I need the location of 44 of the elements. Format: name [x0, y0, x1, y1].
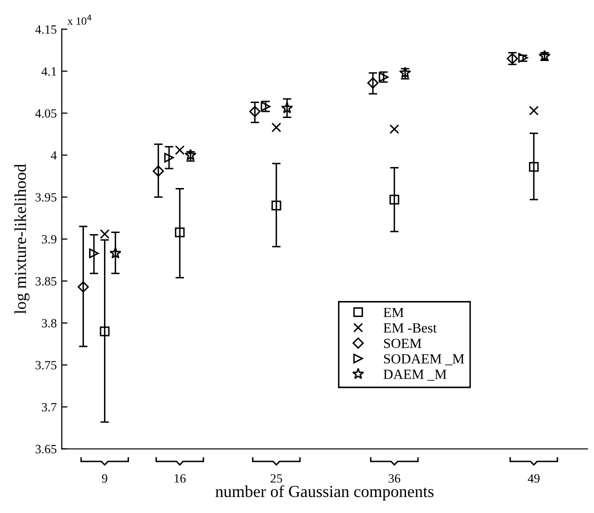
x-tick-label: 16	[174, 474, 186, 483]
x-tick-label: 49	[528, 474, 540, 483]
y-tick-label: 4	[50, 151, 57, 160]
point	[538, 50, 551, 62]
x-axis-title: number of Gaussian components	[216, 485, 434, 500]
point	[281, 102, 294, 114]
legend-label: DAEM _M	[384, 370, 446, 381]
text: x 10$^{4}$	[67, 14, 92, 25]
point	[78, 281, 89, 292]
point	[109, 247, 122, 259]
y-tick-label: 4.05	[35, 109, 56, 118]
point	[174, 227, 185, 238]
point	[249, 106, 260, 118]
y-tick-label: 3.65	[36, 444, 56, 454]
legend-label: EM -Best	[384, 323, 437, 333]
y-tick-label: 3.85	[36, 277, 56, 286]
point	[184, 148, 196, 160]
y-tick-label: 4.1	[42, 67, 56, 76]
point	[528, 106, 539, 116]
y-tick-label: 3.95	[36, 193, 56, 202]
point	[528, 162, 539, 172]
point	[271, 200, 282, 210]
point	[100, 326, 110, 336]
point	[367, 77, 379, 89]
x-tick-label: 25	[270, 474, 282, 483]
x-tick-label: 9	[102, 474, 108, 483]
y-tick-label: 3.75	[36, 361, 56, 370]
y-axis-title: log mixture-likelihood	[14, 164, 30, 314]
legend-label: EM	[384, 308, 404, 318]
legend-label: SODAEM _M	[384, 354, 464, 366]
legend-label: SOEM	[384, 338, 422, 348]
point	[389, 194, 400, 204]
point	[174, 145, 185, 155]
point	[152, 165, 164, 177]
point	[164, 152, 174, 163]
y-tick-label: 3.7	[42, 402, 57, 412]
point	[389, 124, 400, 134]
y-tick-label: 4.15	[35, 25, 56, 34]
y-tick-label: 3.9	[42, 235, 56, 244]
x-tick-label: 36	[388, 474, 400, 483]
point	[89, 248, 99, 258]
y-tick-label: 3.8	[42, 319, 56, 328]
point	[100, 229, 110, 239]
point	[271, 122, 282, 132]
